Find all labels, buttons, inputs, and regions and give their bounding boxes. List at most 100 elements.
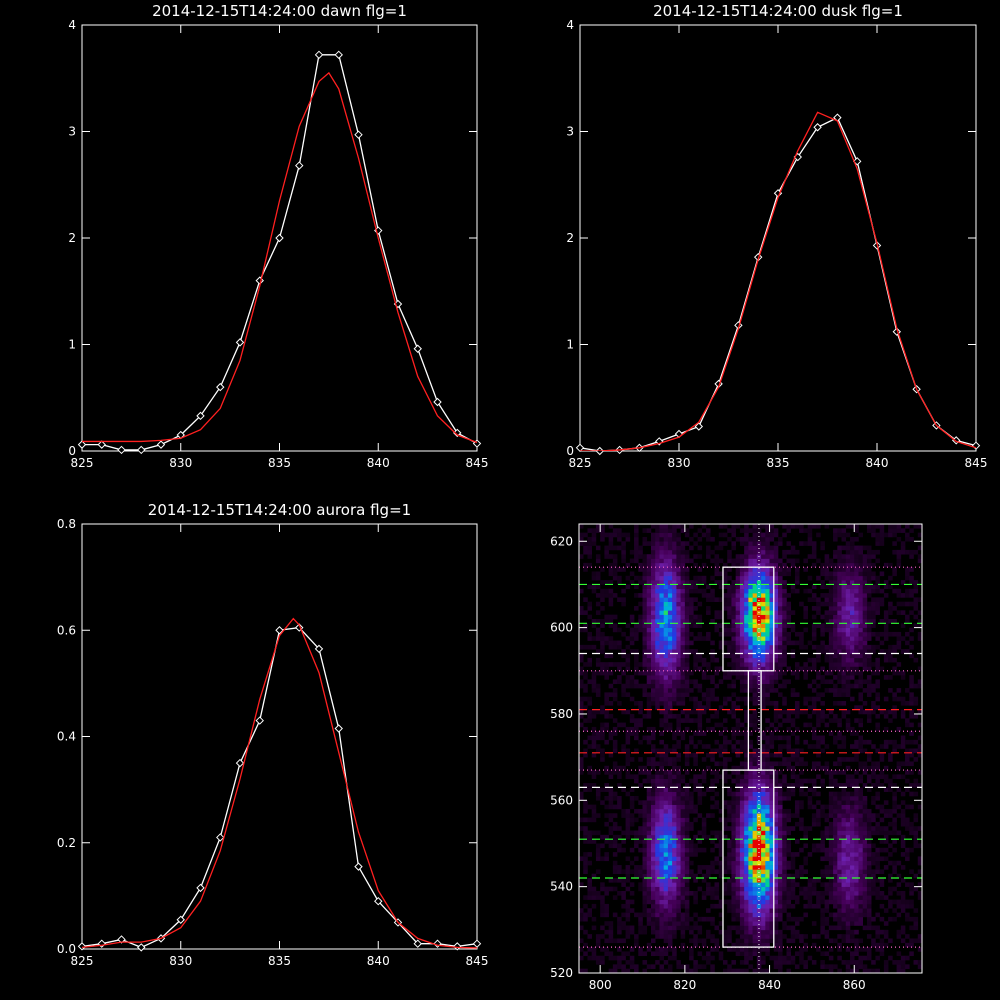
heatmap-cell <box>591 688 597 693</box>
heatmap-cell <box>684 640 690 646</box>
heatmap-cell <box>735 618 741 624</box>
heatmap-cell <box>803 778 808 784</box>
heatmap-cell <box>583 839 588 844</box>
heatmap-cell <box>833 614 838 620</box>
heatmap-cell <box>650 895 656 900</box>
heatmap-cell <box>634 726 639 732</box>
heatmap-cell <box>816 524 821 529</box>
heatmap-cell <box>752 834 758 840</box>
heatmap-cell <box>820 783 825 788</box>
heatmap-cell <box>820 960 825 965</box>
heatmap-cell <box>612 826 618 831</box>
heatmap-cell <box>727 640 732 646</box>
heatmap-cell <box>824 770 830 775</box>
heatmap-cell <box>816 670 821 676</box>
heatmap-cell <box>773 554 779 559</box>
heatmap-cell <box>650 614 656 620</box>
heatmap-cell <box>735 670 741 676</box>
heatmap-cell <box>833 964 838 969</box>
heatmap-cell <box>828 938 834 944</box>
data-point-marker <box>255 716 264 725</box>
heatmap-cell <box>837 640 842 646</box>
heatmap-cell <box>828 571 834 577</box>
heatmap-cell <box>799 869 804 875</box>
heatmap-cell <box>875 631 880 637</box>
heatmap-cell <box>697 653 703 659</box>
heatmap-cell <box>769 895 775 900</box>
heatmap-cell <box>659 692 664 697</box>
heatmap-cell <box>841 662 847 667</box>
heatmap-cell <box>811 817 817 823</box>
heatmap-cell <box>617 528 622 533</box>
heatmap-cell <box>735 800 741 805</box>
heatmap-cell <box>672 925 677 931</box>
heatmap-cell <box>752 942 758 948</box>
heatmap-cell <box>718 541 724 546</box>
heatmap-cell <box>739 657 745 663</box>
heatmap-cell <box>722 580 728 585</box>
heatmap-cell <box>638 549 643 555</box>
heatmap-cell <box>744 657 749 663</box>
heatmap-cell <box>617 532 622 538</box>
heatmap-cell <box>845 960 851 965</box>
heatmap-cell <box>773 843 779 849</box>
heatmap-cell <box>579 757 584 762</box>
heatmap-cell <box>735 830 741 836</box>
heatmap-cell <box>782 627 787 633</box>
heatmap-cell <box>595 847 601 853</box>
heatmap-cell <box>642 644 648 650</box>
heatmap-cell <box>858 748 864 754</box>
heatmap-cell <box>782 606 787 611</box>
heatmap-cell <box>587 679 593 685</box>
heatmap-cell <box>608 925 614 931</box>
heatmap-cell <box>862 709 868 715</box>
heatmap-cell <box>807 536 813 542</box>
heatmap-cell <box>621 588 626 594</box>
heatmap-cell <box>807 800 813 805</box>
heatmap-cell <box>841 567 847 572</box>
heatmap-cell <box>892 817 897 823</box>
heatmap-cell <box>625 856 631 862</box>
heatmap-cell <box>820 713 825 719</box>
heatmap-cell <box>752 524 758 529</box>
heatmap-cell <box>638 834 643 840</box>
heatmap-cell <box>714 890 720 896</box>
heatmap-cell <box>841 692 847 697</box>
heatmap-cell <box>672 895 677 900</box>
heatmap-cell <box>659 783 664 788</box>
heatmap-cell <box>650 618 656 624</box>
heatmap-cell <box>752 666 758 672</box>
heatmap-cell <box>786 739 792 745</box>
heatmap-cell <box>634 627 639 633</box>
heatmap-cell <box>697 575 703 581</box>
heatmap-cell <box>824 524 830 529</box>
heatmap-cell <box>600 532 605 538</box>
heatmap-cell <box>875 947 880 952</box>
heatmap-cell <box>672 912 677 918</box>
heatmap-cell <box>782 761 787 767</box>
heatmap-cell <box>833 912 838 918</box>
heatmap-cell <box>676 722 681 728</box>
heatmap-cell <box>744 709 749 715</box>
heatmap-cell <box>659 826 664 831</box>
heatmap-cell <box>718 869 724 875</box>
heatmap-cell <box>722 735 728 741</box>
heatmap-cell <box>710 770 715 775</box>
heatmap-cell <box>854 580 859 585</box>
heatmap-cell <box>612 748 618 754</box>
heatmap-cell <box>608 804 614 810</box>
heatmap-cell <box>684 597 690 603</box>
heatmap-cell <box>875 795 880 801</box>
heatmap-cell <box>667 774 673 780</box>
heatmap-cell <box>837 718 842 723</box>
heatmap-cell <box>879 890 885 896</box>
heatmap-cell <box>845 839 851 844</box>
heatmap-cell <box>604 709 609 715</box>
heatmap-cell <box>612 869 618 875</box>
heatmap-cell <box>875 774 880 780</box>
heatmap-cell <box>845 549 851 555</box>
heatmap-cell <box>608 938 614 944</box>
heatmap-cell <box>701 675 707 680</box>
heatmap-cell <box>739 688 745 693</box>
heatmap-cell <box>866 593 872 598</box>
